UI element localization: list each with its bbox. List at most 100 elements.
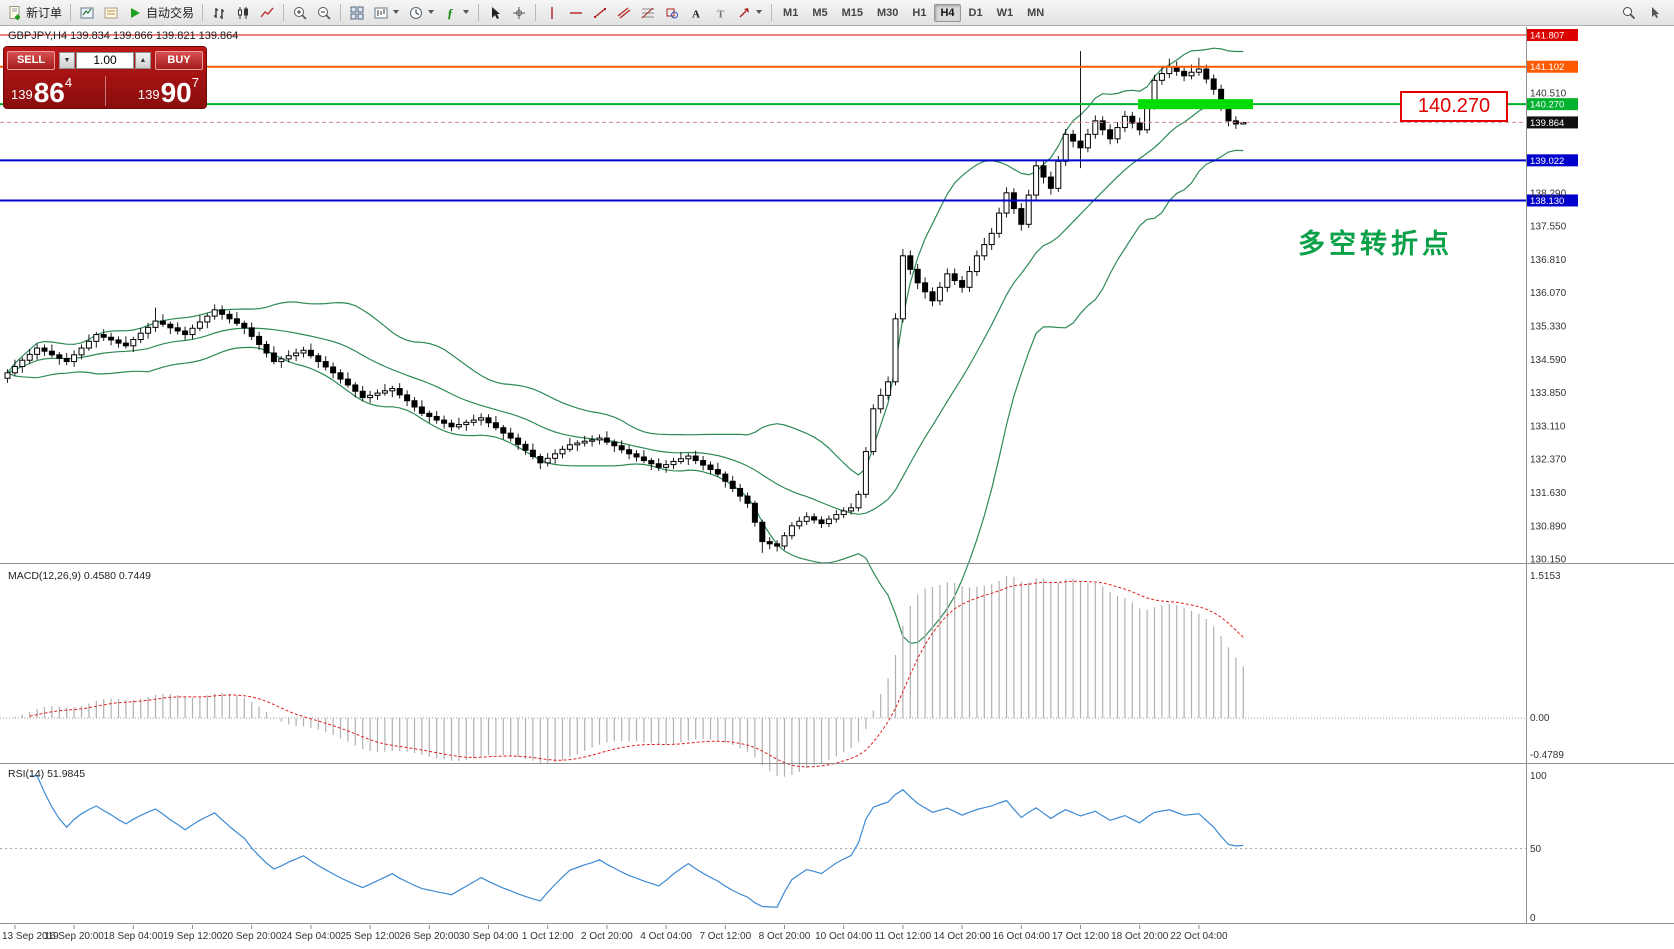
zoom-in-button[interactable]: [288, 1, 312, 24]
shapes-button[interactable]: [660, 1, 684, 24]
caret-down-icon: [393, 10, 400, 14]
horizontal-line-objects[interactable]: 141.807 141.102 140.270 139.022 138.130: [0, 29, 1578, 207]
chart-window-icon: [80, 7, 94, 18]
svg-text:136.070: 136.070: [1530, 288, 1567, 299]
timeframe-m30[interactable]: M30: [877, 6, 899, 19]
fibonacci-button[interactable]: [636, 1, 660, 24]
svg-text:13 Sep 2019: 13 Sep 2019: [2, 931, 59, 942]
text-button[interactable]: A: [684, 1, 708, 24]
svg-text:1 Oct 12:00: 1 Oct 12:00: [522, 931, 574, 942]
crosshair-icon: [513, 6, 526, 19]
horizontal-line-button[interactable]: [564, 1, 588, 24]
svg-text:17 Oct 12:00: 17 Oct 12:00: [1052, 931, 1110, 942]
channel-button[interactable]: [612, 1, 636, 24]
trade-panel-divider: [104, 76, 106, 106]
current-price-line: 139.864: [0, 116, 1578, 129]
chart-window-button[interactable]: [75, 1, 99, 24]
lot-increase-button[interactable]: ▲: [135, 51, 151, 69]
toolbar-separator: [478, 4, 480, 21]
cursor-button[interactable]: [483, 1, 507, 24]
price-axis[interactable]: 140.510 138.290 137.550 136.810 136.070 135.3…: [1526, 26, 1674, 923]
arrows-icon: [739, 7, 750, 17]
svg-text:140.510: 140.510: [1530, 88, 1567, 99]
text-icon: A: [692, 8, 700, 20]
svg-text:A: A: [692, 8, 700, 20]
svg-text:141.807: 141.807: [1530, 31, 1564, 42]
timeframe-m15[interactable]: M15: [841, 6, 863, 19]
indicators-icon: ƒ: [447, 5, 454, 20]
caret-down-icon: [428, 10, 435, 14]
svg-text:135.330: 135.330: [1530, 321, 1567, 332]
svg-text:139.022: 139.022: [1530, 156, 1564, 167]
trendline-button[interactable]: [588, 1, 612, 24]
chinese-annotation[interactable]: 多空转折点: [1298, 229, 1453, 259]
svg-text:50: 50: [1530, 844, 1542, 855]
arrows-button[interactable]: [732, 1, 767, 24]
caret-down-icon: [756, 10, 763, 14]
buy-button[interactable]: BUY: [155, 50, 203, 70]
zoom-out-button[interactable]: [312, 1, 336, 24]
autotrade-button[interactable]: 自动交易: [123, 1, 198, 24]
new-order-button[interactable]: 新订单: [3, 1, 66, 24]
svg-text:-0.4789: -0.4789: [1530, 750, 1564, 761]
buy-price-big: 90: [160, 77, 192, 108]
line-chart-icon: [260, 7, 274, 17]
crosshair-button[interactable]: [507, 1, 531, 24]
svg-text:T: T: [717, 8, 725, 20]
svg-text:140.270: 140.270: [1530, 100, 1564, 111]
svg-text:ƒ: ƒ: [447, 5, 454, 20]
sell-price-display[interactable]: 139 86 4: [11, 73, 72, 109]
tile-windows-icon: [350, 6, 364, 19]
one-click-trade-panel: SELL ▼ 1.00 ▲ BUY 139 86 4 139 90 7: [3, 46, 207, 109]
candlestick-button[interactable]: [231, 1, 255, 24]
highlight-segment[interactable]: [1138, 99, 1253, 110]
bar-chart-button[interactable]: [207, 1, 231, 24]
fibonacci-icon: [641, 7, 655, 18]
timeframe-d1[interactable]: D1: [968, 6, 983, 19]
lot-decrease-button[interactable]: ▼: [59, 51, 75, 69]
timeframe-h4[interactable]: H4: [934, 3, 961, 22]
indicators-button[interactable]: ƒ: [439, 1, 474, 24]
pointer-button[interactable]: [1643, 1, 1667, 24]
svg-text:141.102: 141.102: [1530, 62, 1564, 73]
svg-text:19 Sep 12:00: 19 Sep 12:00: [163, 931, 223, 942]
svg-text:1.5153: 1.5153: [1530, 571, 1561, 582]
svg-text:130.890: 130.890: [1530, 521, 1567, 532]
periods-button[interactable]: [404, 1, 439, 24]
sell-button[interactable]: SELL: [7, 50, 55, 70]
vertical-line-button[interactable]: [540, 1, 564, 24]
panel-separators[interactable]: [0, 27, 1674, 924]
timeframe-w1[interactable]: W1: [996, 6, 1014, 19]
svg-text:4 Oct 04:00: 4 Oct 04:00: [640, 931, 692, 942]
svg-text:2 Oct 20:00: 2 Oct 20:00: [581, 931, 633, 942]
line-chart-button[interactable]: [255, 1, 279, 24]
search-icon: [1623, 6, 1636, 19]
lot-size-input[interactable]: 1.00: [76, 51, 134, 69]
price-callout[interactable]: 140.270: [1400, 91, 1508, 122]
tile-windows-button[interactable]: [345, 1, 369, 24]
svg-text:138.130: 138.130: [1530, 196, 1564, 207]
svg-text:131.630: 131.630: [1530, 488, 1567, 499]
svg-text:25 Sep 12:00: 25 Sep 12:00: [340, 931, 400, 942]
label-button[interactable]: T: [708, 1, 732, 24]
pointer-icon: [1652, 6, 1659, 18]
timeframe-m5[interactable]: M5: [812, 6, 828, 19]
search-button[interactable]: [1617, 1, 1641, 24]
toolbar-separator: [283, 4, 285, 21]
timeframe-m1[interactable]: M1: [783, 6, 799, 19]
macd-indicator-label: MACD(12,26,9) 0.4580 0.7449: [8, 570, 152, 582]
timeframe-mn[interactable]: MN: [1027, 6, 1045, 19]
buy-price-display[interactable]: 139 90 7: [138, 73, 199, 109]
profiles-button[interactable]: [99, 1, 123, 24]
svg-text:134.590: 134.590: [1530, 355, 1567, 366]
rsi-indicator-label: RSI(14) 51.9845: [8, 768, 86, 780]
svg-text:8 Oct 20:00: 8 Oct 20:00: [759, 931, 811, 942]
timeframe-h1[interactable]: H1: [912, 6, 927, 19]
new-chart-button[interactable]: [369, 1, 404, 24]
svg-text:139.864: 139.864: [1530, 118, 1564, 129]
svg-text:138.290: 138.290: [1530, 188, 1567, 199]
rsi-panel: 100 50 0: [0, 771, 1547, 924]
zoom-in-icon: [294, 6, 307, 20]
